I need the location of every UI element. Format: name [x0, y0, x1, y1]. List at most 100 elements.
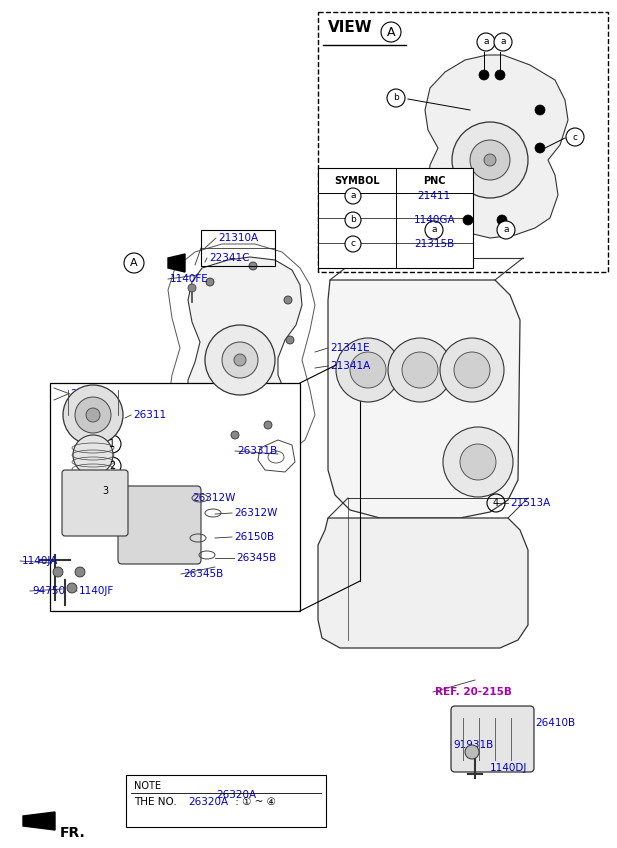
Text: b: b [393, 93, 399, 103]
Text: a: a [431, 226, 437, 235]
Text: 4: 4 [493, 498, 499, 508]
Text: 91931B: 91931B [453, 740, 493, 750]
Circle shape [249, 262, 257, 270]
Text: 21315B: 21315B [414, 239, 454, 249]
Circle shape [345, 236, 361, 252]
Bar [318, 168, 473, 268]
Circle shape [345, 188, 361, 204]
Text: VIEW: VIEW [328, 20, 373, 35]
Circle shape [86, 408, 100, 422]
Text: 94750: 94750 [32, 586, 65, 596]
Circle shape [566, 128, 584, 146]
Polygon shape [318, 518, 528, 648]
Circle shape [231, 431, 239, 439]
Text: 26345B: 26345B [183, 569, 223, 579]
Text: 21310A: 21310A [218, 233, 258, 243]
Circle shape [535, 143, 545, 153]
Circle shape [425, 221, 443, 239]
Polygon shape [328, 280, 520, 518]
Circle shape [497, 215, 507, 225]
Circle shape [454, 352, 490, 388]
Text: 22341C: 22341C [209, 253, 249, 263]
Text: 1140GA: 1140GA [413, 215, 455, 225]
Text: THE NO.: THE NO. [134, 797, 180, 807]
Circle shape [67, 583, 77, 593]
Circle shape [460, 444, 496, 480]
Circle shape [124, 253, 144, 273]
Text: 3: 3 [102, 486, 108, 496]
Text: 1: 1 [109, 439, 115, 449]
Circle shape [495, 70, 505, 80]
Bar [50, 383, 300, 611]
Text: 26150B: 26150B [234, 532, 274, 542]
Text: a: a [350, 192, 356, 200]
Polygon shape [425, 55, 568, 238]
Text: 26320A: 26320A [216, 790, 256, 800]
Circle shape [222, 342, 258, 378]
Text: FR.: FR. [60, 826, 86, 840]
FancyBboxPatch shape [62, 470, 128, 536]
Circle shape [205, 325, 275, 395]
Bar [201, 230, 275, 266]
Circle shape [479, 70, 489, 80]
Text: REF. 20-215B: REF. 20-215B [435, 687, 512, 697]
Polygon shape [188, 257, 302, 435]
Circle shape [381, 22, 401, 42]
Circle shape [477, 33, 495, 51]
Circle shape [452, 122, 528, 198]
Text: 1140JA: 1140JA [22, 556, 59, 566]
Polygon shape [23, 812, 55, 830]
Circle shape [284, 296, 292, 304]
Circle shape [402, 352, 438, 388]
Circle shape [264, 421, 272, 429]
Circle shape [465, 745, 479, 759]
Text: 21513A: 21513A [510, 498, 550, 508]
Circle shape [286, 336, 294, 344]
Circle shape [535, 105, 545, 115]
Bar [126, 775, 326, 827]
Text: c: c [573, 132, 578, 142]
Circle shape [387, 89, 405, 107]
Circle shape [440, 338, 504, 402]
Circle shape [234, 354, 246, 366]
Text: PNC: PNC [423, 176, 445, 186]
Circle shape [345, 212, 361, 228]
Circle shape [336, 338, 400, 402]
Circle shape [53, 567, 63, 577]
Circle shape [494, 33, 512, 51]
Text: A: A [130, 258, 138, 268]
Text: A: A [387, 25, 395, 38]
Text: 21341E: 21341E [330, 343, 370, 353]
Circle shape [350, 352, 386, 388]
Text: 26312W: 26312W [234, 508, 278, 518]
Text: 26410B: 26410B [535, 718, 575, 728]
Circle shape [63, 385, 123, 445]
Text: c: c [350, 239, 355, 248]
Circle shape [73, 435, 113, 475]
Circle shape [484, 154, 496, 166]
Text: SYMBOL: SYMBOL [334, 176, 379, 186]
Text: 26312W: 26312W [192, 493, 235, 503]
Text: b: b [350, 215, 356, 225]
Text: 1140DJ: 1140DJ [490, 763, 528, 773]
Text: 26311: 26311 [133, 410, 166, 420]
Circle shape [206, 278, 214, 286]
Text: 1140JF: 1140JF [79, 586, 114, 596]
Circle shape [443, 427, 513, 497]
Text: 2: 2 [109, 461, 115, 471]
Text: 21411: 21411 [418, 191, 451, 201]
Text: 21341A: 21341A [330, 361, 370, 371]
Circle shape [470, 140, 510, 180]
Polygon shape [168, 254, 185, 272]
Circle shape [75, 567, 85, 577]
Text: : ① ~ ④: : ① ~ ④ [232, 797, 276, 807]
Circle shape [463, 215, 473, 225]
Circle shape [75, 397, 111, 433]
FancyBboxPatch shape [451, 706, 534, 772]
Bar [318, 12, 608, 272]
Circle shape [188, 284, 196, 292]
Text: 26345B: 26345B [236, 553, 276, 563]
Text: 26310F: 26310F [70, 389, 109, 399]
Text: 26320A: 26320A [188, 797, 228, 807]
Text: 1140FE: 1140FE [170, 274, 209, 284]
